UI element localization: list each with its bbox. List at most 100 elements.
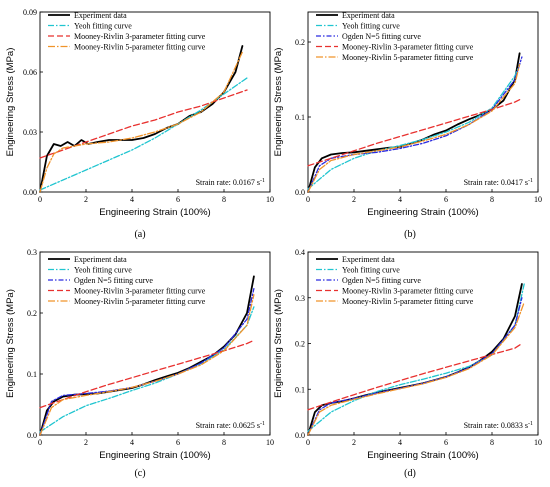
panel-1-y-axis-label: Engineering Stress (MPa) (273, 48, 284, 157)
panel-3-x-axis-label: Engineering Strain (100%) (367, 450, 478, 461)
panel-2-x-tick-label: 2 (84, 438, 88, 447)
panel-1-series-2-line (307, 56, 523, 193)
panel-1-legend-label-3: Mooney-Rivlin 3-parameter fitting curve (342, 43, 474, 52)
panel-2-legend-label-1: Yeoh fitting curve (74, 266, 132, 275)
panel-2-legend-label-2: Ogden N=5 fitting curve (74, 276, 153, 285)
panel-3-strain-rate-note: Strain rate: 0.0833 s-1 (464, 421, 533, 430)
panel-3-x-tick-label: 4 (398, 438, 402, 447)
panel-2-y-axis-label: Engineering Stress (MPa) (5, 289, 16, 398)
panel-3-y-tick-label: 0.1 (295, 385, 305, 394)
panel-2-legend-label-3: Mooney-Rivlin 3-parameter fitting curve (74, 287, 206, 296)
panel-0-x-tick-label: 0 (38, 195, 42, 204)
panel-1-y-tick-label: 0.1 (295, 113, 305, 122)
panel-0-legend-label-0: Experiment data (74, 11, 127, 20)
panel-3-x-tick-label: 2 (352, 438, 356, 447)
panel-3-x-tick-label: 0 (306, 438, 310, 447)
panel-0-y-axis-label: Engineering Stress (MPa) (5, 48, 16, 157)
panel-0-legend-label-3: Mooney-Rivlin 5-parameter fitting curve (74, 43, 206, 52)
panel-0-series-1-line (39, 77, 248, 191)
panel-0-series-3-line (39, 51, 244, 193)
panel-2-x-tick-label: 8 (222, 438, 226, 447)
panel-3-series-2-line (307, 297, 523, 436)
panel-3-panel-label: (d) (404, 468, 416, 479)
panel-2-series-3-line (39, 339, 255, 409)
panel-2-strain-rate-note: Strain rate: 0.0625 s-1 (196, 421, 265, 430)
panel-2-x-axis-label: Engineering Strain (100%) (99, 450, 210, 461)
panel-3-y-tick-label: 0.3 (295, 294, 305, 303)
panel-0-series-2-line (39, 89, 248, 159)
panel-3-legend-label-4: Mooney-Rivlin 5-parameter fitting curve (342, 297, 474, 306)
panel-0-x-tick-label: 6 (176, 195, 180, 204)
panel-2-x-tick-label: 10 (266, 438, 274, 447)
panel-3-series-4-line (307, 301, 525, 436)
panel-1-x-tick-label: 0 (306, 195, 310, 204)
panel-1-series-3-line (307, 99, 521, 167)
panel-2-legend-label-0: Experiment data (74, 255, 127, 264)
panel-2-plot-frame (39, 251, 271, 436)
panel-0-plot-frame (39, 11, 271, 193)
panel-2-x-tick-label: 4 (130, 438, 134, 447)
panel-0-series-0-line (39, 45, 244, 193)
panel-3-series-0-line (307, 283, 523, 436)
panel-3-x-tick-label: 8 (490, 438, 494, 447)
panel-1-y-tick-label: 0.0 (295, 188, 305, 197)
panel-1-x-tick-label: 2 (352, 195, 356, 204)
panel-0-y-tick-label: 0.06 (23, 68, 37, 77)
panel-0-x-tick-label: 2 (84, 195, 88, 204)
panel-3-legend-label-0: Experiment data (342, 255, 395, 264)
panel-0-y-tick-label: 0.03 (23, 128, 37, 137)
panel-2-x-tick-label: 0 (38, 438, 42, 447)
panel-1: 0 2 4 6 8 10 0.0 0.1 0.2 Engineering Strain (100%… (273, 11, 542, 240)
panel-3-y-axis-label: Engineering Stress (MPa) (273, 289, 284, 398)
panel-3: 0 2 4 6 8 10 0.0 0.1 0.2 0.3 0.4 Engineering Strain… (273, 248, 542, 479)
panel-2-y-tick-label: 0.0 (27, 431, 37, 440)
panel-1-strain-rate-note: Strain rate: 0.0417 s-1 (464, 178, 533, 187)
panel-3-x-tick-label: 6 (444, 438, 448, 447)
panel-0-x-tick-label: 4 (130, 195, 134, 204)
panel-0: 0 2 4 6 8 10 0.00 0.03 0.06 0.09 Engineering Strai… (5, 8, 274, 240)
panel-1-y-tick-label: 0.2 (295, 38, 305, 47)
panel-1-x-tick-label: 10 (534, 195, 542, 204)
panel-0-legend-label-1: Yeoh fitting curve (74, 22, 132, 31)
panel-1-x-tick-label: 6 (444, 195, 448, 204)
panel-1-legend-label-1: Yeoh fitting curve (342, 22, 400, 31)
panel-0-panel-label: (a) (134, 229, 145, 240)
panel-3-y-tick-label: 0.2 (295, 340, 305, 349)
panel-1-series-0-line (307, 52, 521, 193)
panel-0-x-axis-label: Engineering Strain (100%) (99, 207, 210, 218)
panel-3-series-1-line (307, 283, 525, 432)
panel-2-y-tick-label: 0.3 (27, 248, 37, 257)
panel-1-legend-label-0: Experiment data (342, 11, 395, 20)
panel-1-plot-frame (307, 11, 539, 193)
panel-3-legend-label-2: Ogden N=5 fitting curve (342, 276, 421, 285)
panel-1-x-tick-label: 8 (490, 195, 494, 204)
panel-2-series-1-line (39, 306, 255, 433)
panel-2-y-tick-label: 0.2 (27, 309, 37, 318)
panel-1-legend-label-2: Ogden N=5 fitting curve (342, 32, 421, 41)
panel-3-series-3-line (307, 342, 523, 411)
panel-1-panel-label: (b) (404, 229, 416, 240)
panel-1-x-axis-label: Engineering Strain (100%) (367, 207, 478, 218)
panel-3-y-tick-label: 0.0 (295, 431, 305, 440)
panel-1-legend-label-4: Mooney-Rivlin 5-parameter fitting curve (342, 53, 474, 62)
panel-2-x-tick-label: 6 (176, 438, 180, 447)
panel-2: 0 2 4 6 8 10 0.0 0.1 0.2 0.3 Engineering Strain (1… (5, 248, 274, 479)
panel-1-x-tick-label: 4 (398, 195, 402, 204)
panel-2-panel-label: (c) (134, 468, 145, 479)
panel-2-series-4-line (39, 294, 255, 436)
panel-1-series-1-line (307, 63, 521, 190)
panel-3-legend-label-1: Yeoh fitting curve (342, 266, 400, 275)
panel-2-legend-label-4: Mooney-Rivlin 5-parameter fitting curve (74, 297, 206, 306)
panel-1-series-4-line (307, 63, 521, 193)
panel-0-y-tick-label: 0.09 (23, 8, 37, 17)
panel-0-x-tick-label: 8 (222, 195, 226, 204)
panel-0-y-tick-label: 0.00 (23, 188, 37, 197)
panel-3-x-tick-label: 10 (534, 438, 542, 447)
panel-3-legend-label-3: Mooney-Rivlin 3-parameter fitting curve (342, 287, 474, 296)
panel-0-x-tick-label: 10 (266, 195, 274, 204)
panel-2-y-tick-label: 0.1 (27, 370, 37, 379)
panel-3-y-tick-label: 0.4 (295, 248, 305, 257)
panel-0-strain-rate-note: Strain rate: 0.0167 s-1 (196, 178, 265, 187)
panel-0-legend-label-2: Mooney-Rivlin 3-parameter fitting curve (74, 32, 206, 41)
